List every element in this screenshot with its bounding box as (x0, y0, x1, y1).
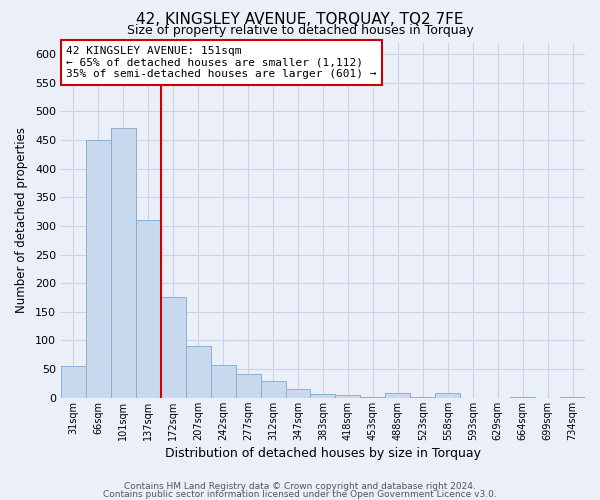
Bar (186, 346, 211, 398)
Bar (86, 140, 111, 398)
Bar (435, 393, 460, 398)
Bar (335, 395, 361, 398)
X-axis label: Distribution of detached houses by size in Torquay: Distribution of detached houses by size … (165, 447, 481, 460)
Bar (136, 220, 161, 398)
Bar (161, 298, 186, 398)
Text: Contains public sector information licensed under the Open Government Licence v3: Contains public sector information licen… (103, 490, 497, 499)
Bar (560, 396, 585, 398)
Bar (410, 396, 435, 398)
Text: 42, KINGSLEY AVENUE, TORQUAY, TQ2 7FE: 42, KINGSLEY AVENUE, TORQUAY, TQ2 7FE (136, 12, 464, 28)
Y-axis label: Number of detached properties: Number of detached properties (15, 127, 28, 313)
Text: Contains HM Land Registry data © Crown copyright and database right 2024.: Contains HM Land Registry data © Crown c… (124, 482, 476, 491)
Text: 42 KINGSLEY AVENUE: 151sqm
← 65% of detached houses are smaller (1,112)
35% of s: 42 KINGSLEY AVENUE: 151sqm ← 65% of deta… (66, 46, 377, 80)
Bar (111, 128, 136, 398)
Text: Size of property relative to detached houses in Torquay: Size of property relative to detached ho… (127, 24, 473, 37)
Bar (310, 394, 335, 398)
Bar (361, 396, 385, 398)
Bar (61, 366, 86, 398)
Bar (211, 364, 236, 398)
Bar (286, 389, 310, 398)
Bar (260, 380, 286, 398)
Bar (510, 396, 535, 398)
Bar (236, 374, 260, 398)
Bar (385, 393, 410, 398)
